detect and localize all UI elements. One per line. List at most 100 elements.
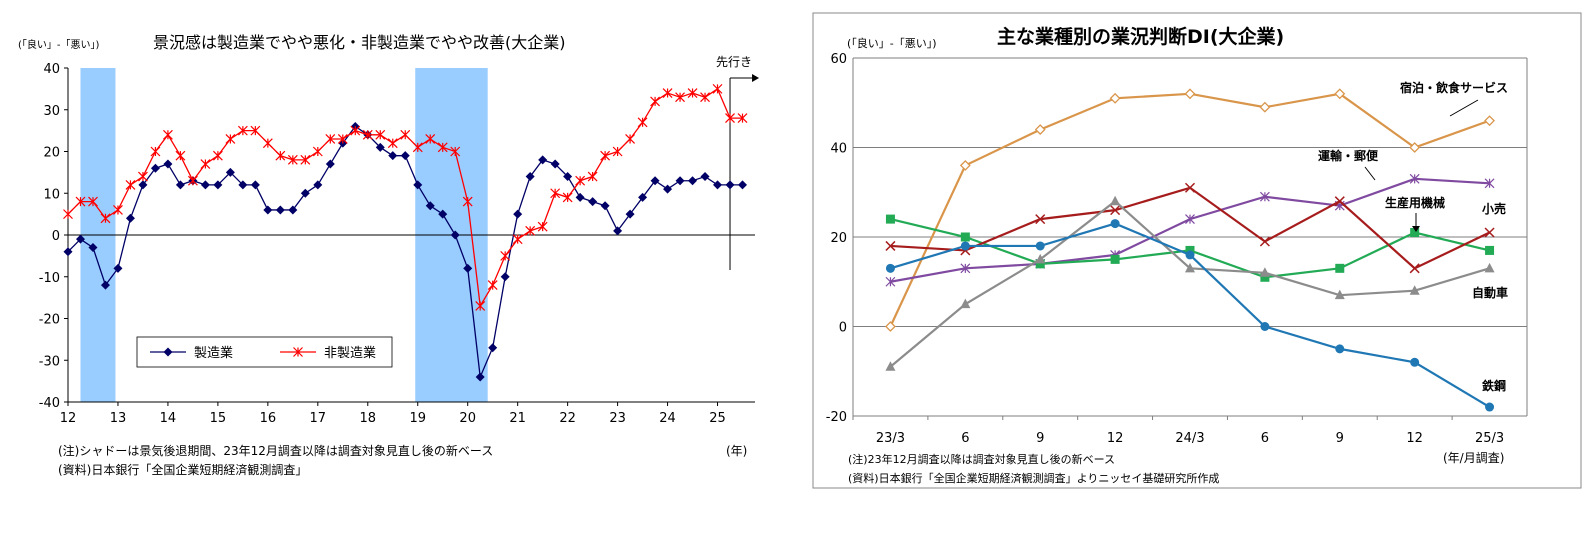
data-point [1409,173,1420,184]
data-point [362,129,373,140]
x-tick-label: 16 [260,411,277,426]
data-point [450,146,461,157]
data-point [75,234,85,244]
data-point [688,176,698,186]
data-point [513,209,523,219]
data-point [1259,191,1270,202]
forecast-arrow-head [752,74,760,82]
data-point [1335,263,1345,273]
x-tick-label: 25/3 [1475,431,1504,446]
data-point [488,343,498,353]
data-point [300,188,310,198]
data-point [700,92,710,103]
leader-line [1449,99,1479,117]
chart-frame [812,12,1582,489]
y-axis-unit: (「良い」-「悪い」) [18,38,100,51]
data-point [563,172,573,182]
x-tick-label: 6 [961,431,969,446]
data-point [300,154,311,165]
y-tick-label: -30 [39,354,60,369]
data-point [288,205,298,215]
data-point [163,129,173,140]
data-point [525,172,535,182]
data-point [1335,344,1345,354]
left-chart: 40 30 20 10 0 -10 -20 -30 -40 12 13 14 15 16 17 18 19 20 2… [0,0,800,530]
data-point [1485,402,1495,412]
data-point [225,134,236,144]
data-point [100,213,111,224]
data-point [462,196,473,207]
data-point [1409,263,1420,274]
data-point [1110,254,1120,264]
data-point [625,134,636,144]
data-point [1109,92,1121,104]
data-point [325,134,336,144]
series-label: 小売 [1482,201,1506,216]
x-axis-unit: (年/月調査) [1443,451,1504,465]
data-point [959,159,971,171]
y-tick-label: -40 [39,396,60,411]
data-point [1409,285,1420,295]
series-label: 鉄鋼 [1482,378,1506,393]
x-tick-label: 9 [1336,431,1344,446]
data-point [500,250,511,261]
data-point [425,201,435,211]
data-point [1034,124,1046,136]
y-tick-label: 20 [830,231,847,246]
data-point [600,201,610,211]
data-point [263,205,273,215]
data-point [100,280,110,290]
data-point [463,263,473,273]
data-point [150,163,160,173]
data-point [387,138,398,149]
data-point [1185,262,1195,273]
series-label: 自動車 [1472,285,1508,300]
data-point [175,150,186,161]
data-point [212,150,223,161]
data-point [612,146,623,157]
data-point [88,243,98,253]
data-point [238,180,248,190]
data-point [138,180,148,190]
data-point [237,125,248,136]
x-tick-label: 12 [60,411,77,426]
data-point [638,192,648,202]
data-point [388,151,398,161]
data-point [337,134,348,144]
data-point [1409,142,1421,153]
data-point [885,361,896,371]
series-label: 運輸・郵便 [1318,148,1379,163]
x-tick-label: 17 [310,411,327,426]
leader-arrow [1412,226,1420,232]
x-tick-label: 24 [659,411,676,426]
data-point [713,180,723,190]
data-point [250,180,260,190]
data-point [275,150,286,161]
data-point [312,146,323,157]
data-point [213,180,223,190]
data-point [1035,214,1046,225]
y-tick-label: 0 [52,229,60,244]
y-tick-label: -20 [39,313,60,328]
y-tick-label: 40 [830,142,847,157]
data-point [1484,178,1495,189]
data-point [675,92,685,103]
x-tick-label: 6 [1261,431,1269,446]
data-point [738,180,748,190]
data-point [650,176,660,186]
data-point [475,301,486,311]
data-point [737,113,748,124]
data-point [1259,236,1270,247]
data-point [537,221,548,232]
series-line [889,199,1490,368]
data-point [437,142,448,153]
x-tick-label: 12 [1406,431,1423,446]
data-point [960,241,970,251]
y-tick-label: 10 [43,187,60,202]
data-point [885,276,896,287]
chart-title: 主な業種別の業況判断DI(大企業) [997,25,1284,48]
forecast-annotation: 先行き [716,55,752,69]
x-tick-label: 13 [110,411,127,426]
x-tick-label: 9 [1036,431,1044,446]
